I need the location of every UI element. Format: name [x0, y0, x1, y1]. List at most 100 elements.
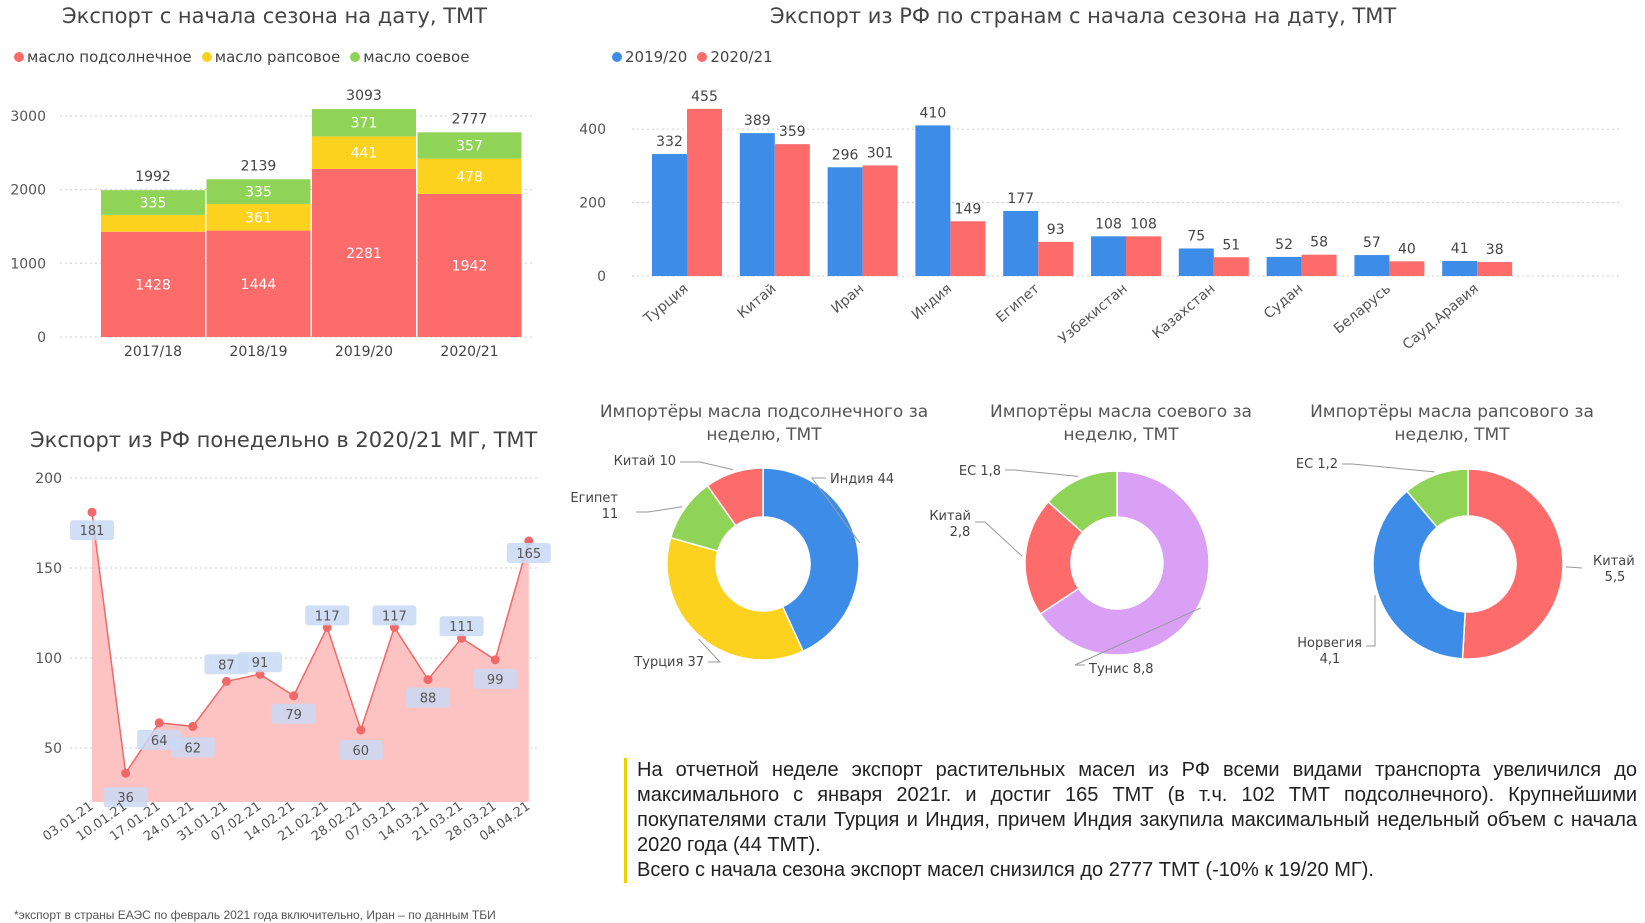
value-label: 181 — [80, 524, 105, 539]
slice-label: Китай — [1593, 554, 1635, 569]
value-label-box — [338, 740, 383, 760]
slice-value: 5,5 — [1605, 570, 1626, 585]
slice-label: ЕС 1,8 — [959, 464, 1001, 479]
y-tick-label: 400 — [579, 122, 606, 138]
value-label: 149 — [955, 201, 982, 217]
bar-2019 — [1091, 236, 1126, 276]
value-label-box — [439, 616, 484, 637]
x-tick-label: 2017/18 — [124, 344, 182, 360]
x-tick-label: Китай — [735, 281, 780, 322]
value-label: 75 — [1187, 228, 1205, 244]
soy-pie-title: Импортёры масла соевого за неделю, ТМТ — [990, 402, 1252, 445]
data-point — [121, 768, 131, 778]
data-point — [490, 655, 500, 665]
value-label: 36 — [117, 791, 134, 806]
value-label-box — [137, 729, 182, 750]
value-label: 79 — [285, 708, 302, 723]
legend-swatch-2019 — [612, 52, 622, 62]
segment-label: 1942 — [452, 258, 488, 274]
leader-line — [1074, 607, 1201, 666]
y-tick-label: 200 — [579, 196, 606, 212]
segment-label: 2281 — [346, 246, 382, 262]
leader-line — [680, 461, 734, 471]
y-tick-label: 100 — [35, 651, 62, 667]
total-label: 2777 — [452, 111, 488, 127]
slice-Тунис — [1039, 470, 1210, 656]
y-tick-label: 0 — [37, 330, 46, 346]
value-label: 296 — [832, 147, 859, 163]
y-tick-label: 1000 — [10, 256, 46, 272]
slice-label: Турция 37 — [633, 655, 704, 670]
data-point — [87, 507, 97, 517]
legend-label-2019: 2019/20 — [625, 48, 688, 66]
commentary-paragraph-1: На отчетной неделе экспорт растительных … — [637, 759, 1637, 856]
value-label: 87 — [218, 658, 235, 673]
total-label: 1992 — [135, 169, 171, 185]
legend-item-soy: масло соевое — [350, 48, 469, 66]
bar-2020 — [950, 221, 986, 276]
x-tick-label: 2019/20 — [335, 344, 393, 360]
season-chart-title: Экспорт с начала сезона на дату, ТМТ — [62, 4, 487, 28]
value-label: 51 — [1222, 237, 1240, 253]
x-tick-label: Узбекистан — [1056, 281, 1131, 347]
y-tick-label: 0 — [597, 269, 606, 285]
slice-label: Индия 44 — [830, 472, 894, 487]
data-point — [154, 718, 164, 728]
leader-line — [698, 638, 722, 663]
commentary-paragraph-2: Всего с начала сезона экспорт масел сниз… — [637, 859, 1374, 881]
bar-2019 — [1178, 248, 1214, 276]
bar-segment — [101, 190, 205, 215]
value-label: 359 — [779, 124, 806, 140]
value-label-box — [305, 605, 350, 626]
x-tick-label: 2020/21 — [440, 344, 498, 360]
bar-segment — [312, 136, 416, 169]
value-label-box — [103, 787, 148, 808]
bar-2020 — [1301, 254, 1337, 276]
x-tick-label: Казахстан — [1150, 281, 1219, 342]
value-label: 64 — [151, 734, 168, 749]
value-label: 60 — [353, 744, 370, 759]
segment-label: 1428 — [135, 277, 171, 293]
legend-swatch-sunflower — [14, 52, 24, 62]
bar-segment — [101, 214, 205, 232]
value-label: 111 — [449, 620, 474, 635]
value-label: 38 — [1486, 242, 1504, 258]
legend-label-soy: масло соевое — [363, 48, 470, 66]
value-label: 410 — [920, 105, 947, 121]
value-label: 57 — [1363, 235, 1381, 251]
area-fill — [92, 512, 529, 802]
bar-2020 — [862, 165, 898, 276]
value-label: 91 — [252, 656, 269, 671]
slice-label: Китай 10 — [614, 454, 676, 469]
bar-2019 — [1266, 256, 1302, 276]
value-label: 108 — [1095, 216, 1122, 232]
value-label-box — [238, 652, 282, 673]
bar-segment — [312, 109, 416, 137]
footnote: *экспорт в страны ЕАЭС по февраль 2021 г… — [14, 908, 496, 922]
season-legend: масло подсолнечное масло рапсовое масло … — [14, 48, 469, 66]
slice-label: Египет — [570, 491, 618, 506]
country-chart-title: Экспорт из РФ по странам с начала сезона… — [770, 4, 1397, 28]
value-label-box — [170, 737, 215, 758]
value-label-box — [70, 520, 114, 541]
y-tick-label: 3000 — [10, 109, 46, 125]
x-tick-label: 2018/19 — [229, 344, 287, 360]
leader-line — [975, 521, 1023, 557]
bar-2019 — [739, 133, 775, 276]
value-label-box — [473, 668, 518, 689]
sunflower-pie-title: Импортёры масла подсолнечного за неделю,… — [599, 402, 929, 445]
leader-line — [811, 477, 861, 544]
value-label: 40 — [1398, 241, 1416, 257]
bar-2019 — [1354, 255, 1390, 276]
value-label-box — [406, 687, 450, 708]
slice-label: Норвегия — [1297, 636, 1362, 651]
segment-label: 361 — [245, 210, 272, 226]
x-tick-label: Судан — [1261, 281, 1306, 322]
leader-line — [1342, 463, 1435, 473]
slice-label: Тунис 8,8 — [1088, 662, 1154, 677]
slice-label: ЕС 1,2 — [1296, 457, 1338, 472]
slice-Китай — [1024, 500, 1084, 615]
bar-2020 — [1389, 261, 1425, 276]
